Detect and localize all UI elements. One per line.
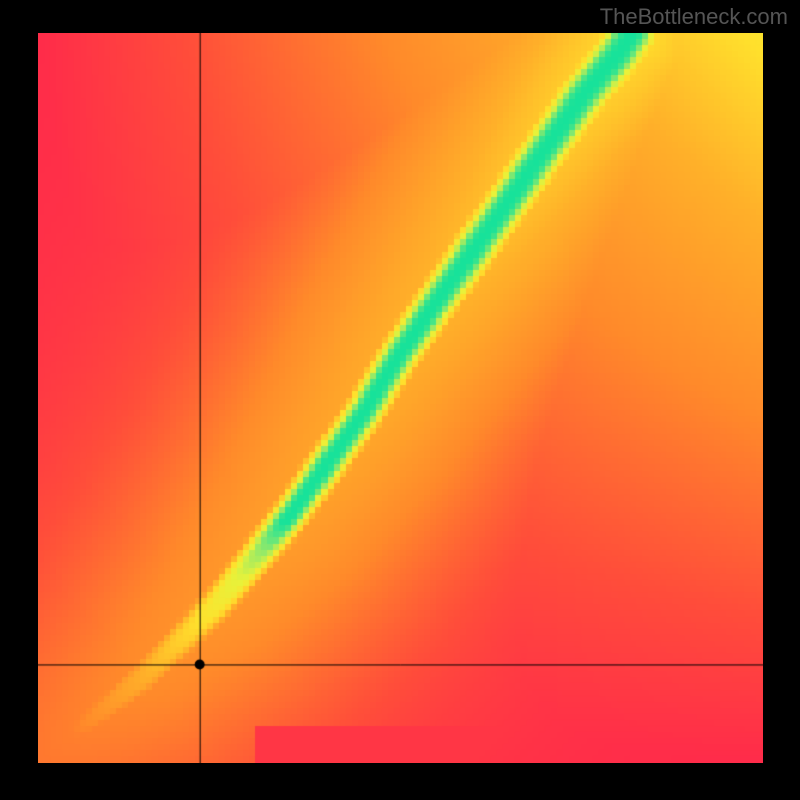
chart-container: TheBottleneck.com bbox=[0, 0, 800, 800]
plot-area bbox=[38, 33, 763, 763]
watermark-text: TheBottleneck.com bbox=[600, 4, 788, 30]
heatmap-canvas bbox=[38, 33, 763, 763]
